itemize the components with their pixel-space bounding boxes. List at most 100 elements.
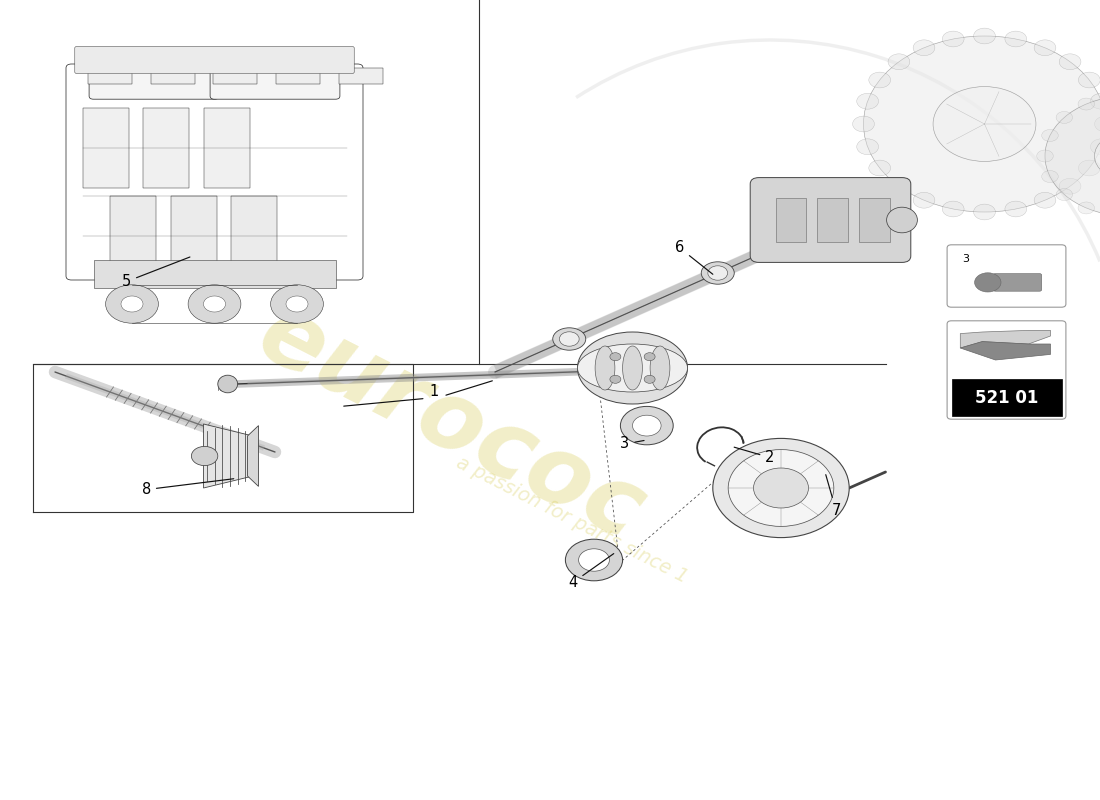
Circle shape (974, 204, 996, 220)
Ellipse shape (552, 328, 585, 350)
Circle shape (609, 375, 620, 383)
Circle shape (943, 201, 964, 217)
Circle shape (1078, 160, 1100, 176)
Ellipse shape (578, 332, 688, 404)
Circle shape (913, 40, 935, 56)
Circle shape (1059, 178, 1081, 194)
Polygon shape (960, 330, 1050, 348)
Text: 7: 7 (826, 474, 840, 518)
Circle shape (579, 549, 609, 571)
Circle shape (632, 415, 661, 436)
Bar (143, 108, 189, 188)
Text: 4: 4 (569, 554, 614, 590)
Bar (817, 198, 848, 242)
Circle shape (1036, 150, 1054, 162)
Circle shape (728, 450, 834, 526)
Circle shape (857, 94, 879, 109)
Circle shape (1034, 192, 1056, 208)
Circle shape (713, 438, 849, 538)
Circle shape (645, 353, 656, 361)
Bar (88, 68, 132, 84)
Circle shape (852, 116, 874, 132)
Circle shape (1005, 31, 1026, 47)
Circle shape (204, 296, 226, 312)
Bar (94, 260, 336, 288)
Bar (276, 68, 320, 84)
Text: 3: 3 (620, 437, 645, 451)
Circle shape (1094, 132, 1100, 180)
Circle shape (1056, 111, 1072, 123)
Bar (231, 196, 277, 268)
Ellipse shape (887, 207, 917, 233)
Bar (110, 196, 156, 268)
Bar (204, 108, 250, 188)
Bar (82, 108, 129, 188)
Circle shape (1056, 189, 1072, 201)
Circle shape (1059, 54, 1081, 70)
Circle shape (974, 28, 996, 44)
FancyBboxPatch shape (66, 64, 363, 280)
FancyBboxPatch shape (947, 245, 1066, 307)
Circle shape (869, 160, 891, 176)
Circle shape (271, 285, 323, 323)
Bar (213, 68, 257, 84)
Circle shape (565, 539, 623, 581)
Ellipse shape (559, 332, 579, 346)
Circle shape (888, 54, 910, 70)
Text: 8: 8 (142, 478, 233, 497)
FancyBboxPatch shape (210, 49, 340, 99)
Ellipse shape (708, 266, 728, 280)
Circle shape (1078, 202, 1094, 214)
Circle shape (188, 285, 241, 323)
Text: 1: 1 (430, 385, 439, 399)
Circle shape (975, 273, 1001, 292)
Circle shape (645, 375, 656, 383)
Bar (339, 68, 383, 84)
Text: 521 01: 521 01 (975, 389, 1038, 406)
Circle shape (1042, 130, 1058, 142)
Circle shape (869, 72, 891, 88)
Circle shape (1090, 94, 1100, 109)
Ellipse shape (218, 375, 238, 393)
Circle shape (933, 86, 1036, 162)
Circle shape (106, 285, 158, 323)
FancyBboxPatch shape (750, 178, 911, 262)
Bar (776, 198, 806, 242)
Ellipse shape (702, 262, 735, 284)
Circle shape (1078, 98, 1094, 110)
Circle shape (191, 446, 218, 466)
Ellipse shape (650, 346, 670, 390)
Text: 5: 5 (122, 257, 190, 289)
Ellipse shape (578, 344, 688, 392)
Circle shape (620, 406, 673, 445)
Circle shape (1034, 40, 1056, 56)
FancyBboxPatch shape (75, 46, 354, 74)
Circle shape (1045, 96, 1100, 216)
Bar (952, 379, 1062, 416)
Text: a passion for parts since 1: a passion for parts since 1 (453, 453, 691, 587)
Text: 6: 6 (675, 241, 713, 274)
Text: 3: 3 (962, 254, 969, 265)
FancyBboxPatch shape (89, 49, 219, 99)
Polygon shape (248, 426, 258, 486)
Circle shape (286, 296, 308, 312)
Text: 2: 2 (734, 447, 774, 465)
Circle shape (888, 178, 910, 194)
Circle shape (609, 353, 620, 361)
Bar (151, 68, 195, 84)
Circle shape (1005, 201, 1026, 217)
Circle shape (1094, 116, 1100, 132)
Circle shape (1042, 170, 1058, 182)
FancyBboxPatch shape (947, 321, 1066, 419)
Circle shape (857, 139, 879, 154)
Polygon shape (960, 342, 1050, 360)
Circle shape (943, 31, 964, 47)
Polygon shape (204, 424, 253, 488)
Circle shape (1090, 139, 1100, 154)
Circle shape (754, 468, 808, 508)
Circle shape (913, 192, 935, 208)
Circle shape (864, 36, 1100, 212)
Text: eurococ: eurococ (243, 288, 659, 560)
Bar (170, 196, 217, 268)
FancyBboxPatch shape (993, 274, 1042, 291)
